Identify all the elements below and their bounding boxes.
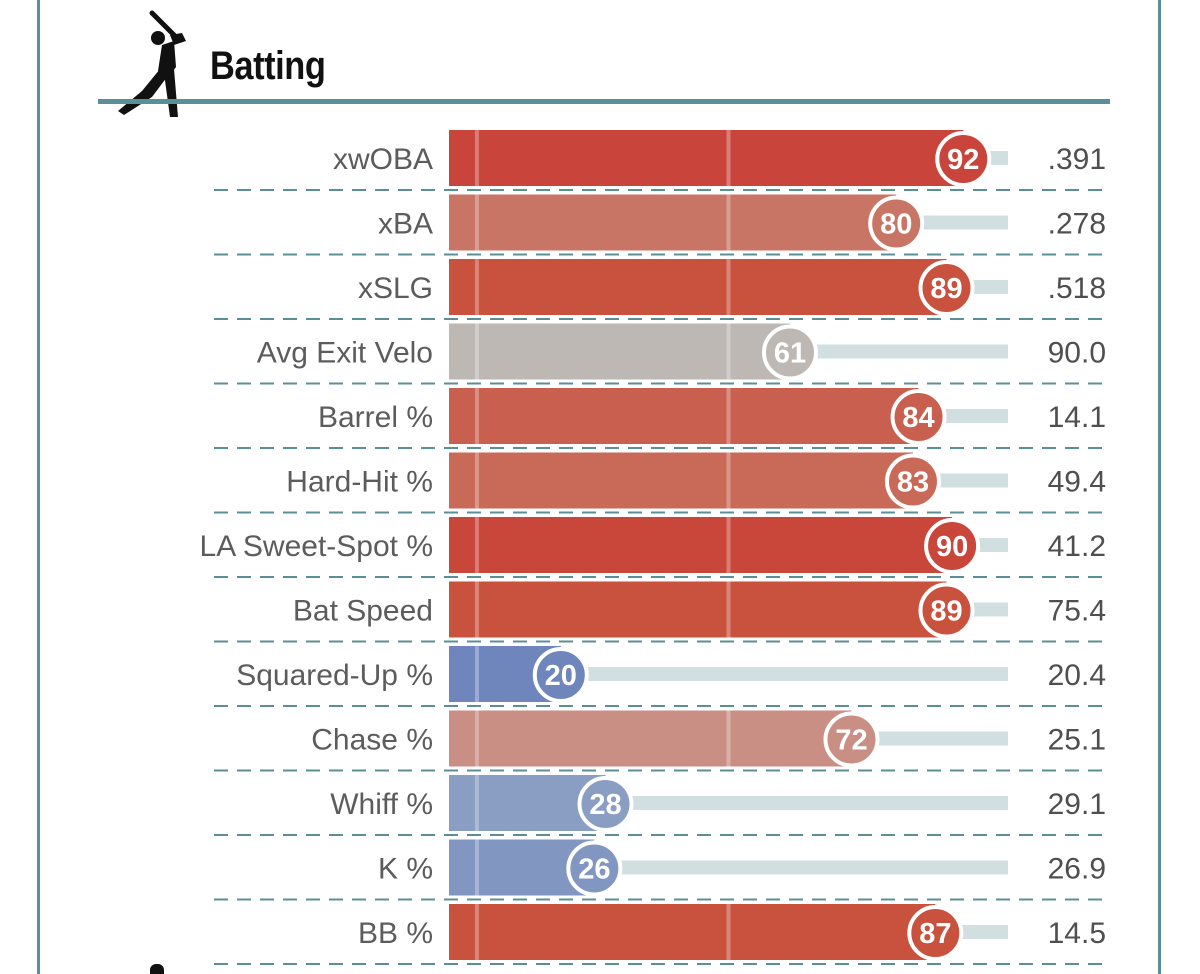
metric-label: K % [378, 853, 433, 886]
percentile-track [851, 731, 1008, 746]
header-rule [98, 99, 1110, 104]
metric-label: Avg Exit Velo [257, 337, 433, 370]
metric-label: Chase % [311, 724, 433, 757]
reference-line [474, 259, 479, 315]
percentile-marker [577, 776, 634, 832]
reference-line [474, 646, 479, 702]
reference-line [726, 452, 731, 509]
metric-label: LA Sweet-Spot % [200, 530, 433, 563]
percentile-bar [449, 710, 852, 767]
stat-value: 75.4 [1048, 595, 1106, 628]
percentile-value: 92 [947, 144, 979, 176]
metric-label: Bat Speed [293, 595, 433, 628]
reference-line [726, 323, 731, 380]
percentile-value: 83 [897, 467, 929, 499]
percentile-marker [566, 840, 623, 897]
reference-line [474, 452, 479, 509]
reference-line [474, 775, 479, 831]
percentile-value: 61 [774, 338, 806, 370]
percentile-track [896, 215, 1008, 230]
percentile-bar [449, 130, 964, 186]
percentile-value: 80 [880, 209, 912, 241]
reference-line [474, 323, 479, 380]
percentile-marker [918, 260, 975, 316]
percentile-value: 84 [902, 402, 934, 434]
stat-value: 14.1 [1048, 401, 1106, 434]
stat-value: .518 [1048, 272, 1106, 305]
percentile-marker [532, 647, 589, 703]
percentile-marker [907, 905, 964, 961]
percentile-marker [918, 582, 975, 639]
reference-line [726, 904, 731, 960]
reference-line [474, 194, 479, 251]
percentile-value: 87 [919, 918, 951, 950]
percentile-track [560, 667, 1008, 681]
percentile-value: 90 [936, 531, 968, 563]
percentile-bar [449, 581, 947, 638]
metric-label: xBA [378, 208, 433, 241]
percentile-value: 89 [930, 596, 962, 628]
stat-value: 90.0 [1048, 337, 1106, 370]
metric-label: Whiff % [330, 788, 433, 821]
percentile-bar [449, 194, 897, 251]
percentile-marker [935, 131, 992, 187]
reference-line [726, 130, 731, 186]
metric-label: xSLG [358, 272, 433, 305]
batter-silhouette-icon [118, 10, 186, 117]
stat-value: 14.5 [1048, 917, 1106, 950]
percentile-bar [449, 323, 790, 380]
percentile-marker [924, 518, 981, 574]
metric-label: xwOBA [333, 143, 433, 176]
stat-value: 25.1 [1048, 724, 1106, 757]
percentile-value: 72 [835, 725, 867, 757]
percentile-track [594, 860, 1008, 875]
percentile-value: 26 [578, 854, 610, 886]
metric-label: Squared-Up % [236, 659, 433, 692]
reference-line [474, 839, 479, 896]
percentile-bar [449, 388, 919, 444]
stat-value: 49.4 [1048, 466, 1106, 499]
stat-value: 29.1 [1048, 788, 1106, 821]
metric-label: Barrel % [318, 401, 433, 434]
percentile-bar [449, 452, 913, 509]
reference-line [474, 517, 479, 573]
percentile-bar [449, 259, 947, 315]
reference-line [726, 581, 731, 638]
percentile-track [789, 344, 1008, 359]
percentile-value: 20 [545, 660, 577, 692]
stat-value: 26.9 [1048, 853, 1106, 886]
reference-line [474, 388, 479, 444]
reference-line [726, 259, 731, 315]
reference-line [474, 710, 479, 767]
reference-line [474, 130, 479, 186]
stat-value: 20.4 [1048, 659, 1106, 692]
percentile-marker [868, 195, 925, 252]
reference-line [726, 710, 731, 767]
reference-line [726, 388, 731, 444]
reference-line [474, 904, 479, 960]
metric-label: BB % [358, 917, 433, 950]
next-section-icon-fragment [150, 964, 164, 974]
section-title: Batting [210, 44, 326, 88]
percentile-value: 28 [589, 789, 621, 821]
percentile-value: 89 [930, 273, 962, 305]
reference-line [726, 194, 731, 251]
percentile-bar [449, 517, 953, 573]
frame-right-border [1158, 0, 1161, 974]
metric-label: Hard-Hit % [286, 466, 433, 499]
reference-line [726, 517, 731, 573]
percentile-marker [761, 324, 818, 381]
reference-line [474, 581, 479, 638]
percentile-marker [884, 453, 941, 510]
percentile-marker [890, 389, 947, 445]
percentile-track [605, 796, 1008, 810]
stat-value: 41.2 [1048, 530, 1106, 563]
stat-value: .391 [1048, 143, 1106, 176]
stat-value: .278 [1048, 208, 1106, 241]
frame-left-border [37, 0, 40, 974]
percentile-bar [449, 904, 936, 960]
percentile-marker [823, 711, 880, 768]
